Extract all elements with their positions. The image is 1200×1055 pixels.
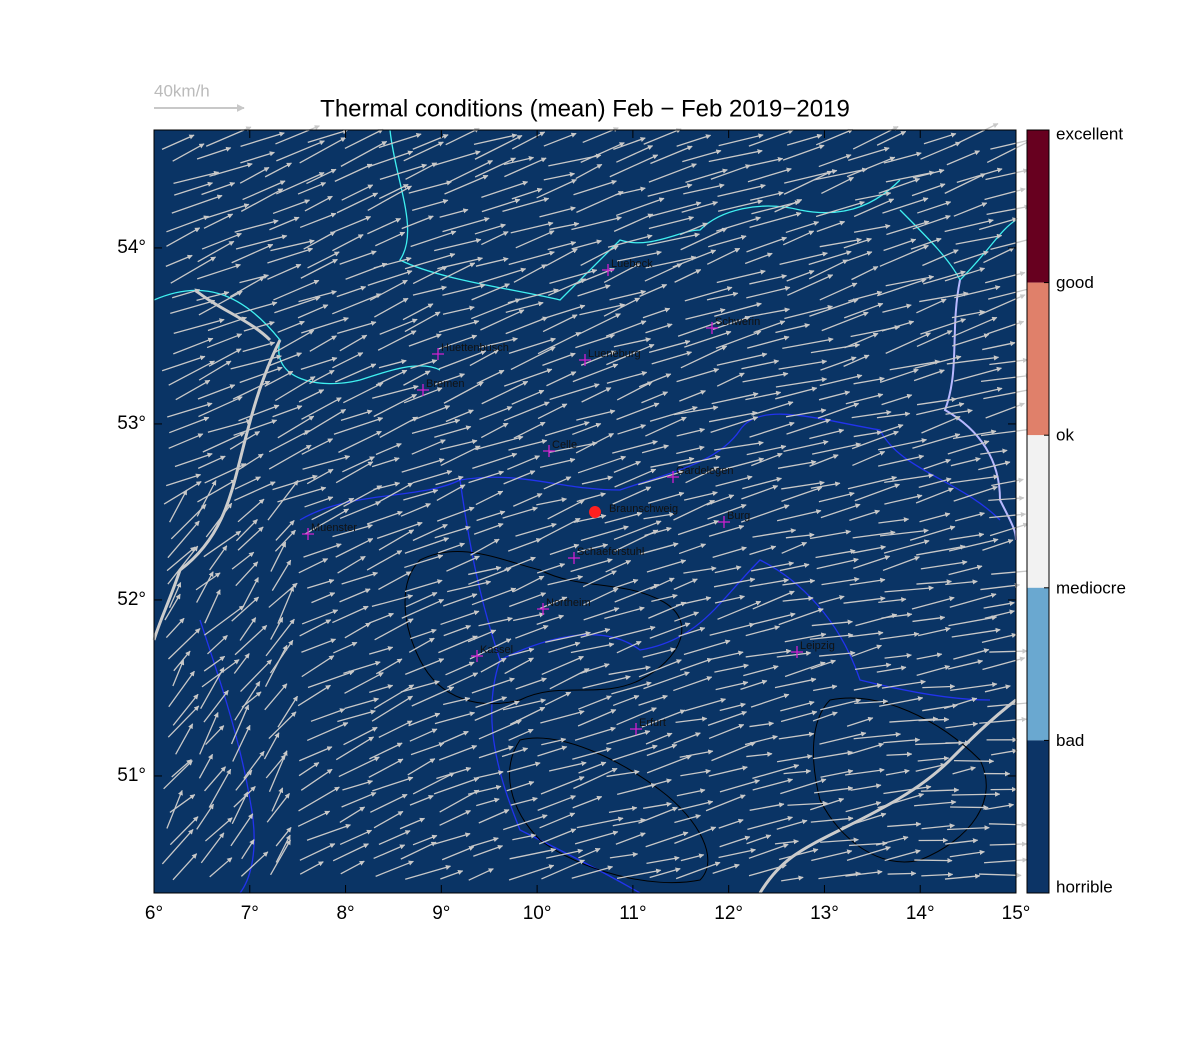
x-tick-label: 8° bbox=[336, 903, 354, 924]
x-tick-label: 15° bbox=[1002, 903, 1031, 924]
colorbar-segment bbox=[1027, 435, 1049, 588]
map-area bbox=[154, 130, 1016, 893]
wind-arrow bbox=[914, 860, 952, 861]
colorbar-label: horrible bbox=[1056, 877, 1113, 896]
wind-arrow bbox=[954, 761, 994, 762]
x-tick-label: 7° bbox=[241, 903, 259, 924]
city-label: Huettenbusch bbox=[441, 342, 509, 354]
colorbar-segment bbox=[1027, 588, 1049, 741]
city-label: Luebeck bbox=[611, 258, 653, 270]
x-tick-label: 12° bbox=[714, 903, 743, 924]
y-tick-label: 53° bbox=[117, 413, 146, 434]
x-tick-label: 9° bbox=[432, 903, 450, 924]
y-tick-label: 51° bbox=[117, 765, 146, 786]
city-label: Burg bbox=[727, 510, 750, 522]
city-label: Muenster bbox=[311, 522, 357, 534]
x-tick-label: 14° bbox=[906, 903, 935, 924]
wind-arrow bbox=[950, 807, 988, 808]
city-label: Schaeferstuhl bbox=[577, 546, 644, 558]
colorbar-segment bbox=[1027, 740, 1049, 893]
city-label: Bremen bbox=[426, 378, 465, 390]
city-label: Erfurt bbox=[639, 717, 666, 729]
city-label: Northeim bbox=[546, 597, 591, 609]
colorbar-segment bbox=[1027, 283, 1049, 436]
x-tick-label: 11° bbox=[619, 903, 646, 924]
colorbar-label: bad bbox=[1056, 731, 1084, 750]
y-tick-label: 54° bbox=[117, 237, 146, 258]
colorbar-label: good bbox=[1056, 273, 1094, 292]
colorbar-segment bbox=[1027, 130, 1049, 283]
y-tick-label: 52° bbox=[117, 589, 146, 610]
city-label: Kassel bbox=[480, 644, 513, 656]
city-label: Schwerin bbox=[715, 316, 760, 328]
city-label: Braunschweig bbox=[609, 503, 678, 515]
city-label: Lueneburg bbox=[588, 348, 641, 360]
map-title: Thermal conditions (mean) Feb − Feb 2019… bbox=[320, 95, 850, 122]
colorbar-label: ok bbox=[1056, 426, 1074, 445]
colorbar-label: excellent bbox=[1056, 124, 1123, 143]
wind-arrow bbox=[888, 873, 916, 874]
wind-arrow bbox=[952, 794, 1000, 795]
colorbar: excellent good ok mediocre bad horrible bbox=[1027, 124, 1126, 896]
city-label: Celle bbox=[552, 439, 577, 451]
x-tick-label: 6° bbox=[145, 903, 163, 924]
city-label: Gardelegen bbox=[676, 465, 734, 477]
x-tick-label: 13° bbox=[810, 903, 839, 924]
site-marker bbox=[589, 506, 601, 518]
city-label: Leipzig bbox=[800, 640, 835, 652]
scale-label: 40km/h bbox=[154, 81, 210, 100]
x-tick-label: 10° bbox=[523, 903, 552, 924]
colorbar-label: mediocre bbox=[1056, 578, 1126, 597]
